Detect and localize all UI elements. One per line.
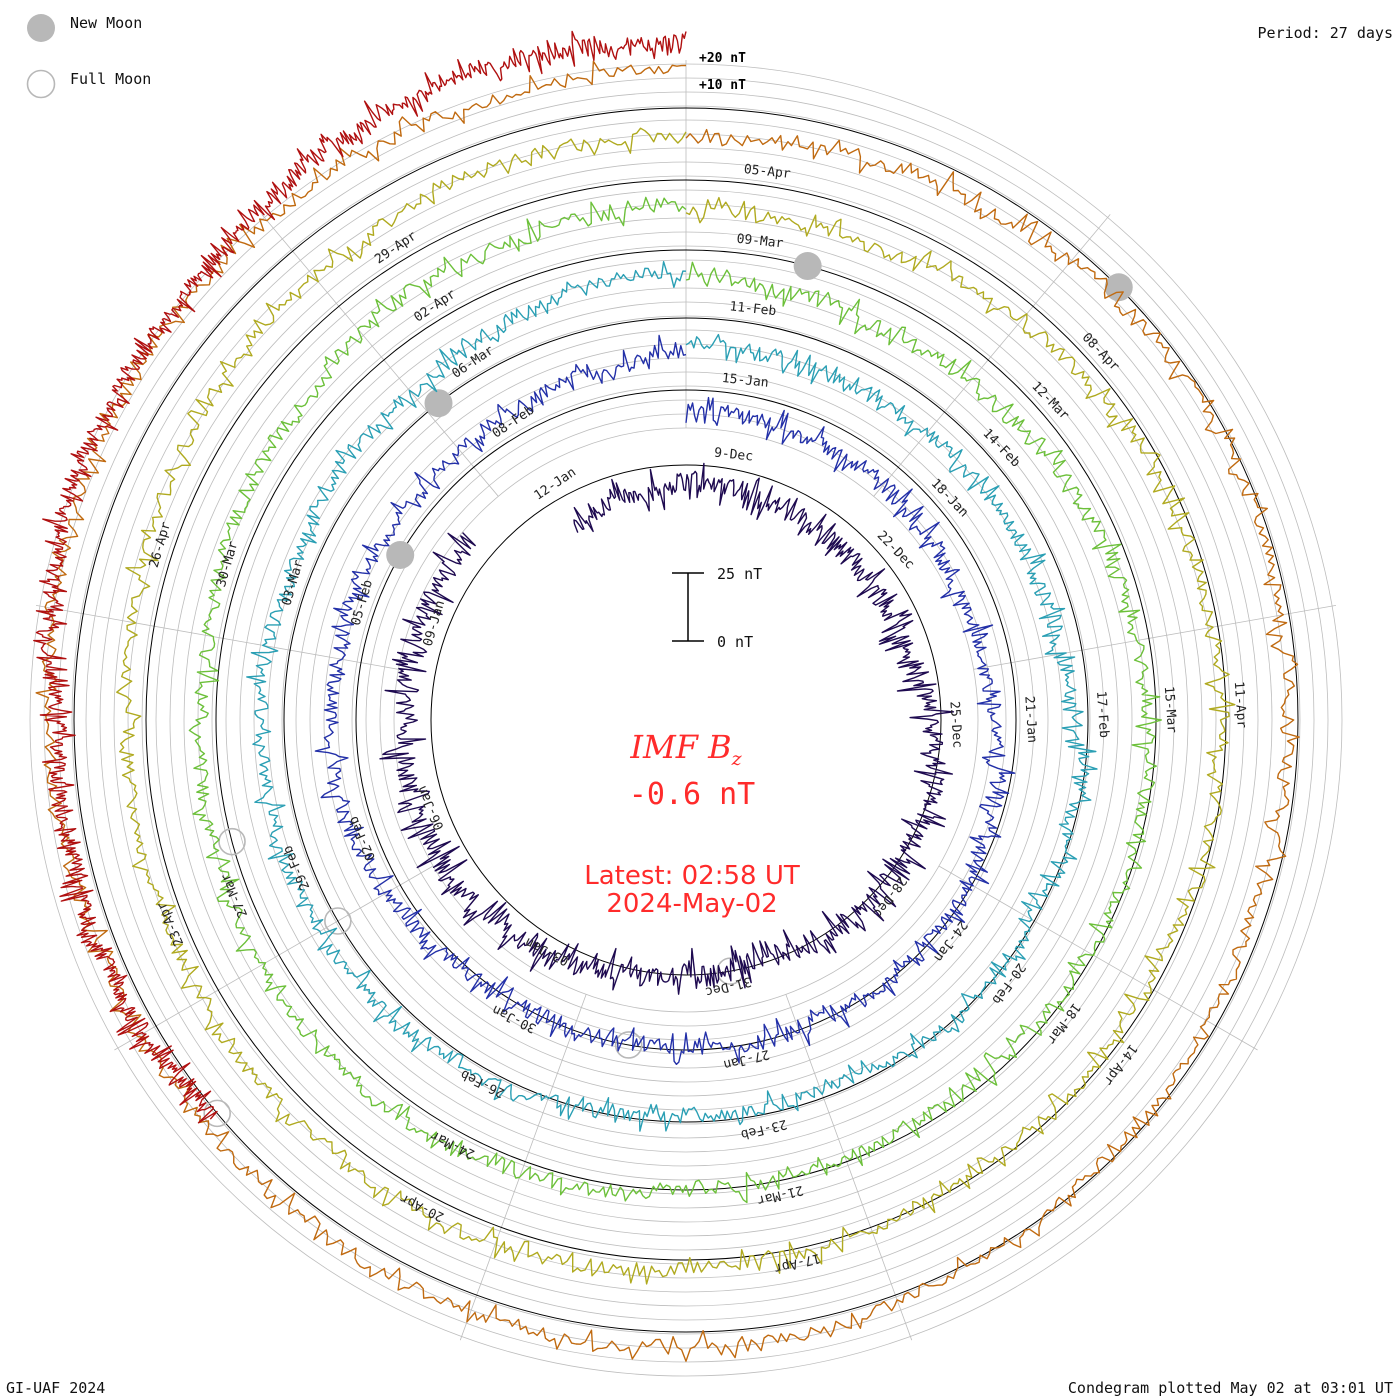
radial-spokes [35,60,1337,1341]
new-moon-legend-icon [27,14,55,42]
grid-circle [281,315,1091,1125]
baseline-ring-2 [355,389,1017,1051]
date-label: 23-Apr [154,899,187,948]
scale-top-label: 25 nT [717,565,762,583]
ref-label-plus10: +10 nT [699,78,746,93]
bz-trace-ring-5 [116,127,1236,1285]
new-moon-marker [424,389,453,418]
date-label: 02-Feb [346,814,379,863]
full-moon-legend-label: Full Moon [70,70,151,88]
date-label: 11-Feb [729,299,777,319]
grid-circle [379,413,993,1027]
date-label: 27-Mar [218,871,251,920]
date-label: 20-Apr [398,1190,447,1224]
spoke-line [873,214,1111,497]
date-label: 12-Jan [532,465,579,504]
bz-trace-ring-1 [379,462,955,995]
full-moon-marker [324,907,352,935]
new-moon-marker [386,541,415,569]
date-label: 02-Apr [411,287,458,326]
imf-title: IMF Bz [629,728,742,770]
grid-circle [393,427,979,1013]
baseline-ring-4 [215,249,1157,1191]
spoke-line [785,994,913,1341]
full-moon-marker [218,827,246,856]
full-moon-marker [716,957,745,985]
moon-markers [203,252,1133,1128]
new-moon-legend-label: New Moon [70,14,142,32]
spoke-line [114,865,434,1051]
credit-label: GI-UAF 2024 [6,1379,105,1397]
date-label: 15-Jan [721,371,769,391]
grid-circle [323,357,1049,1083]
bz-trace-ring-6 [35,60,1300,1362]
date-label: 17-Feb [1093,691,1111,739]
baseline-ring-5 [145,179,1227,1261]
spoke-line [459,994,587,1341]
bz-trace-ring-4 [188,196,1163,1204]
date-label: 14-Feb [980,426,1024,470]
spoke-line [35,604,399,670]
date-label: 18-Jan [928,476,971,520]
period-label: Period: 27 days [1258,24,1393,42]
date-label: 9-Dec [713,446,753,465]
baseline-ring-6 [73,107,1299,1333]
imf-value: -0.6 nT [629,777,755,812]
spoke-line [261,214,499,497]
date-label: 22-Dec [874,528,917,572]
latest-time: Latest: 02:58 UT [584,861,800,891]
date-label: 27-Jan [722,1046,771,1072]
date-label: 21-Jan [1021,696,1039,744]
date-label: 05-Apr [743,162,791,182]
scale-bar: 25 nT 0 nT [672,565,762,651]
bz-trace-ring-2 [314,334,1016,1066]
new-moon-marker [793,252,822,281]
grid-circle [365,399,1007,1041]
spoke-line [973,604,1337,670]
full-moon-marker [203,1099,231,1128]
plotted-label: Condegram plotted May 02 at 03:01 UT [1068,1379,1393,1397]
bz-traces [33,30,1300,1362]
date-label: 29-Apr [372,229,419,268]
date-label: 09-Mar [736,232,784,252]
ref-label-plus20: +20 nT [699,51,746,66]
date-label: 25-Dec [946,701,964,749]
new-moon-marker [1104,273,1133,302]
date-label: 11-Apr [1231,681,1249,729]
baseline-circles [73,107,1299,1333]
bz-trace-ring-7 [33,30,687,1124]
latest-date: 2024-May-02 [606,889,777,919]
date-label: 15-Mar [1161,686,1179,734]
spoke-line [938,865,1258,1051]
scale-bottom-label: 0 nT [717,633,753,651]
baseline-ring-1 [430,464,942,976]
bz-trace-ring-3 [246,261,1098,1132]
full-moon-legend-icon [26,69,56,99]
date-label: 26-Feb [458,1066,507,1100]
full-moon-marker [614,1031,643,1059]
date-labels: 9-Dec22-Dec25-Dec28-Dec31-Dec03-Jan06-Ja… [147,162,1249,1276]
baseline-ring-3 [283,317,1089,1123]
